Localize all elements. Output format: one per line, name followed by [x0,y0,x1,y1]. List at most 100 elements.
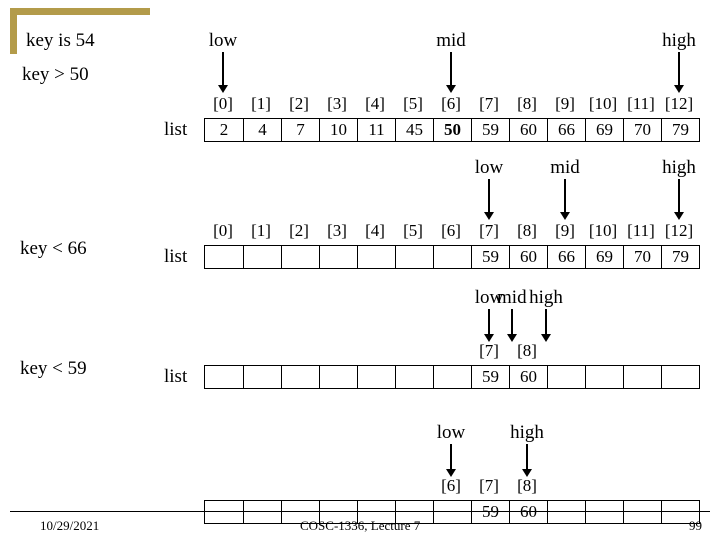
index-label: [12] [662,221,696,241]
list-cell: . [433,246,471,268]
pointer-high: high [502,422,552,444]
list-cell: . [205,246,243,268]
footer-center: COSC-1336, Lecture 7 [300,518,420,534]
arrow-down-icon [520,444,534,478]
list-cell: . [585,501,623,523]
index-label: [1] [244,221,278,241]
index-label: [7] [472,476,506,496]
index-label: [6] [434,94,468,114]
list-cell: . [357,246,395,268]
arrow-down-icon [482,309,496,343]
list-cell: 2 [205,119,243,141]
index-label: [8] [510,341,544,361]
list-cell: 50 [433,119,471,141]
list-cell: . [205,366,243,388]
key-label-4: key < 59 [20,358,87,380]
pointer-high: high [654,30,704,52]
key-label-3: key < 66 [20,238,87,260]
list-cell: 59 [471,501,509,523]
list-cell: 60 [509,366,547,388]
list-cell: 11 [357,119,395,141]
arrow-down-icon [558,179,572,221]
pointer-low: low [198,30,248,52]
index-label: [9] [548,94,582,114]
list-cell: . [281,246,319,268]
arrow-down-icon [482,179,496,221]
key-label-1: key is 54 [26,30,95,52]
index-label: [2] [282,94,316,114]
list-cell: . [547,366,585,388]
list-cell: 66 [547,246,585,268]
index-label: [1] [244,94,278,114]
list-row: .......5960.... [204,500,700,524]
arrow-down-icon [216,52,230,94]
arrow-down-icon [444,52,458,94]
footer-rule [10,511,710,512]
list-cell: . [205,501,243,523]
index-label: [5] [396,94,430,114]
index-label: [7] [472,341,506,361]
list-cell: 79 [661,119,699,141]
arrow-down-icon [505,309,519,343]
list-cell: . [433,366,471,388]
list-cell: . [547,501,585,523]
list-cell: . [319,366,357,388]
list-cell: . [623,366,661,388]
index-label: [4] [358,221,392,241]
list-cell: 60 [509,246,547,268]
list-cell: 60 [509,501,547,523]
list-cell: . [395,366,433,388]
index-label: [5] [396,221,430,241]
index-label: [10] [586,94,620,114]
list-cell: 7 [281,119,319,141]
list-cell: 79 [661,246,699,268]
list-cell: 70 [623,119,661,141]
key-label-2: key > 50 [22,64,89,86]
list-cell: . [623,501,661,523]
pointer-mid: mid [426,30,476,52]
list-cell: . [243,501,281,523]
index-label: [0] [206,221,240,241]
list-cell: 59 [471,366,509,388]
list-cell: . [319,246,357,268]
list-cell: . [357,366,395,388]
pointer-mid: mid [540,157,590,179]
list-cell: . [395,246,433,268]
list-cell: 59 [471,119,509,141]
list-label: list [164,119,187,141]
accent-top [10,8,150,15]
arrow-down-icon [539,309,553,343]
list-cell: . [585,366,623,388]
index-label: [7] [472,221,506,241]
index-label: [12] [662,94,696,114]
list-cell: 10 [319,119,357,141]
index-label: [10] [586,221,620,241]
index-label: [0] [206,94,240,114]
list-row: .......596066697079 [204,245,700,269]
index-label: [8] [510,94,544,114]
list-cell: 60 [509,119,547,141]
list-cell: 66 [547,119,585,141]
arrow-down-icon [444,444,458,478]
list-cell: . [433,501,471,523]
list-row: .......5960.... [204,365,700,389]
index-label: [6] [434,221,468,241]
index-label: [7] [472,94,506,114]
list-cell: . [281,366,319,388]
list-row: 24710114550596066697079 [204,118,700,142]
pointer-high: high [654,157,704,179]
index-label: [11] [624,94,658,114]
pointer-low: low [464,157,514,179]
list-cell: 4 [243,119,281,141]
list-cell: 59 [471,246,509,268]
list-cell: . [243,246,281,268]
list-cell: . [661,366,699,388]
list-cell: . [243,366,281,388]
arrow-down-icon [672,179,686,221]
list-cell: 45 [395,119,433,141]
index-label: [9] [548,221,582,241]
list-cell: 69 [585,119,623,141]
index-label: [2] [282,221,316,241]
index-label: [11] [624,221,658,241]
index-label: [8] [510,221,544,241]
